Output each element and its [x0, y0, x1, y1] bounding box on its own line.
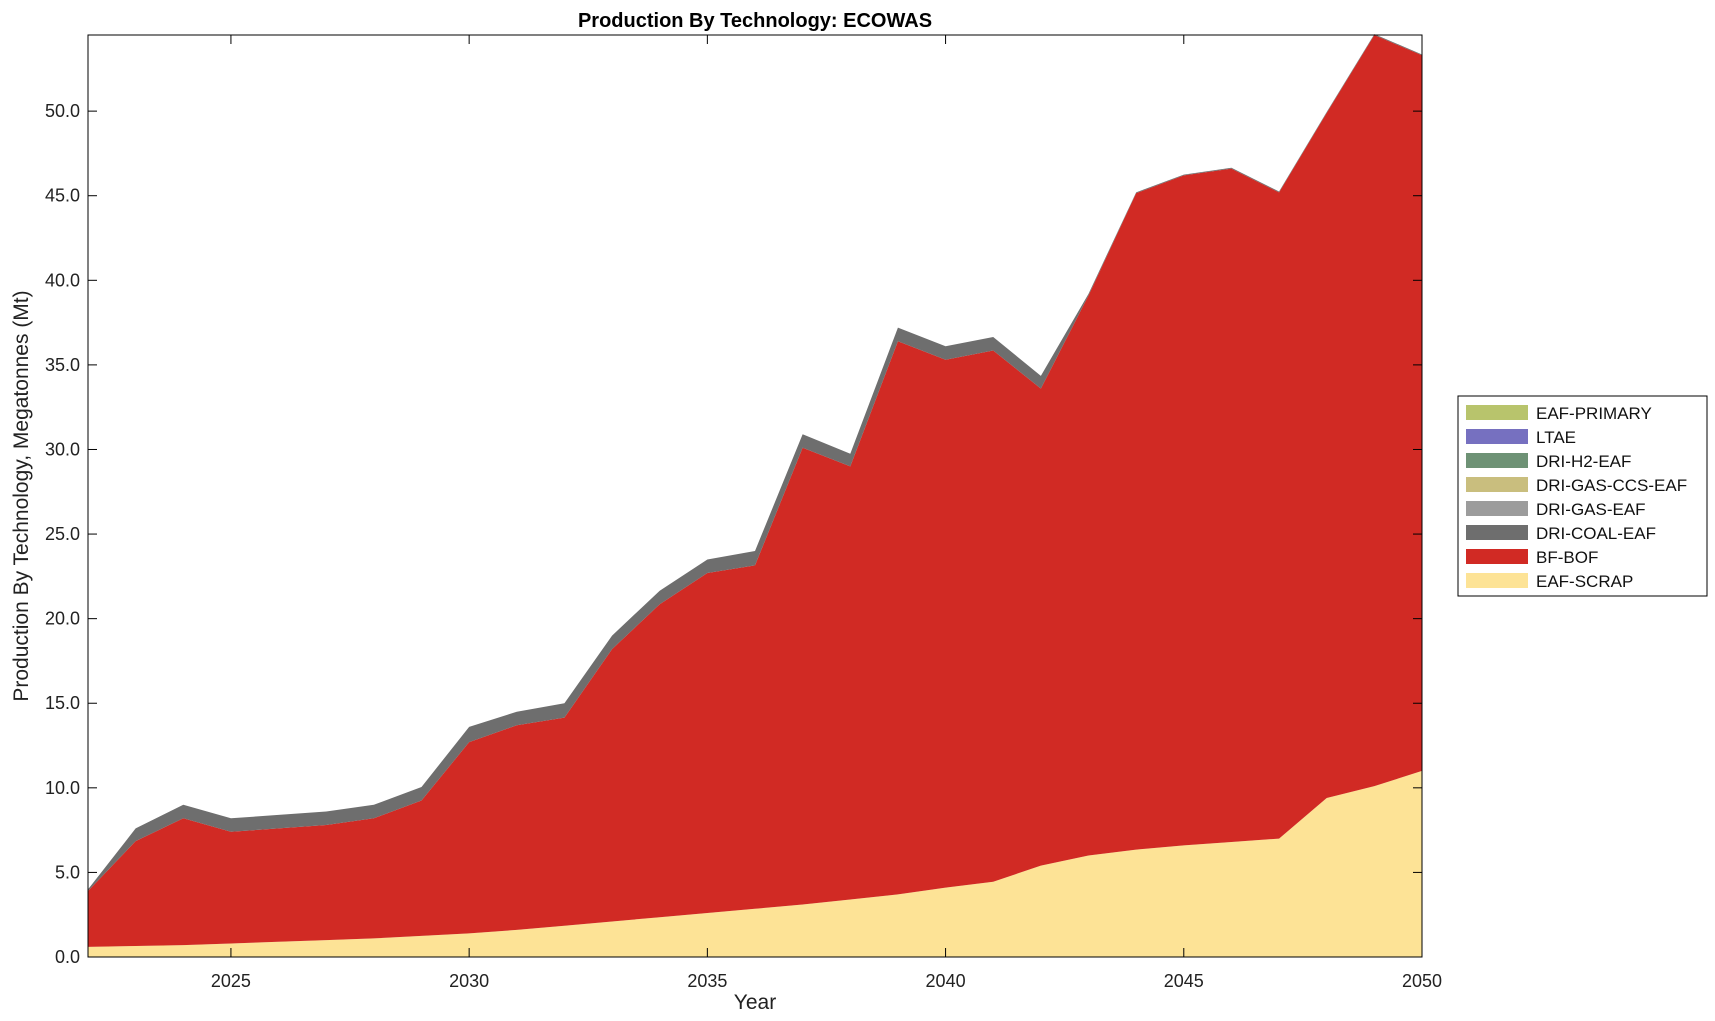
x-axis-label: Year: [734, 991, 776, 1014]
y-tick-label: 45.0: [45, 186, 80, 206]
legend-label-eaf-primary: EAF-PRIMARY: [1536, 404, 1652, 423]
y-tick-label: 50.0: [45, 101, 80, 121]
legend-swatch-bf-bof: [1466, 549, 1528, 564]
area-eaf-scrap: [88, 770, 1422, 957]
legend-swatch-ltae: [1466, 429, 1528, 444]
y-tick-label: 25.0: [45, 524, 80, 544]
legend-label-ltae: LTAE: [1536, 428, 1576, 447]
legend-swatch-dri-gas-ccs-eaf: [1466, 477, 1528, 492]
areas-layer: [88, 34, 1422, 957]
y-tick-label: 20.0: [45, 609, 80, 629]
x-tick-label: 2045: [1164, 971, 1204, 991]
y-tick-label: 30.0: [45, 439, 80, 459]
x-tick-label: 2030: [449, 971, 489, 991]
legend-swatch-dri-gas-eaf: [1466, 501, 1528, 516]
y-tick-label: 40.0: [45, 270, 80, 290]
x-axis: 2025 2030 2035 2040 2045 2050: [211, 35, 1442, 991]
legend-items: EAF-PRIMARY LTAE DRI-H2-EAF DRI-GAS-CCS-EAF…: [1466, 404, 1687, 591]
legend-label-dri-gas-ccs-eaf: DRI-GAS-CCS-EAF: [1536, 476, 1687, 495]
legend-swatch-dri-coal-eaf: [1466, 525, 1528, 540]
y-tick-label: 10.0: [45, 778, 80, 798]
y-tick-label: 15.0: [45, 693, 80, 713]
legend-label-bf-bof: BF-BOF: [1536, 548, 1598, 567]
legend-swatch-dri-h2-eaf: [1466, 453, 1528, 468]
legend: EAF-PRIMARY LTAE DRI-H2-EAF DRI-GAS-CCS-EAF…: [1457, 395, 1708, 597]
y-axis: 0.0 5.0 10.0 15.0 20.0 25.0 30.0 35.0 40.0 45.0 50…: [45, 101, 1422, 967]
chart-title: Production By Technology: ECOWAS: [578, 10, 932, 32]
plot-frame: [87, 34, 1423, 958]
y-tick-label: 35.0: [45, 355, 80, 375]
legend-label-dri-coal-eaf: DRI-COAL-EAF: [1536, 524, 1656, 543]
x-tick-label: 2035: [687, 971, 727, 991]
legend-label-dri-h2-eaf: DRI-H2-EAF: [1536, 452, 1631, 471]
y-tick-label: 5.0: [55, 862, 80, 882]
x-tick-label: 2040: [926, 971, 966, 991]
x-tick-label: 2025: [211, 971, 251, 991]
legend-swatch-eaf-primary: [1466, 405, 1528, 420]
y-axis-label: Production By Technology, Megatonnes (Mt…: [10, 290, 33, 701]
area-bf-bof: [88, 35, 1422, 947]
legend-label-dri-gas-eaf: DRI-GAS-EAF: [1536, 500, 1646, 519]
legend-swatch-eaf-scrap: [1466, 573, 1528, 588]
legend-label-eaf-scrap: EAF-SCRAP: [1536, 572, 1633, 591]
y-tick-label: 0.0: [55, 947, 80, 967]
x-tick-label: 2050: [1402, 971, 1442, 991]
